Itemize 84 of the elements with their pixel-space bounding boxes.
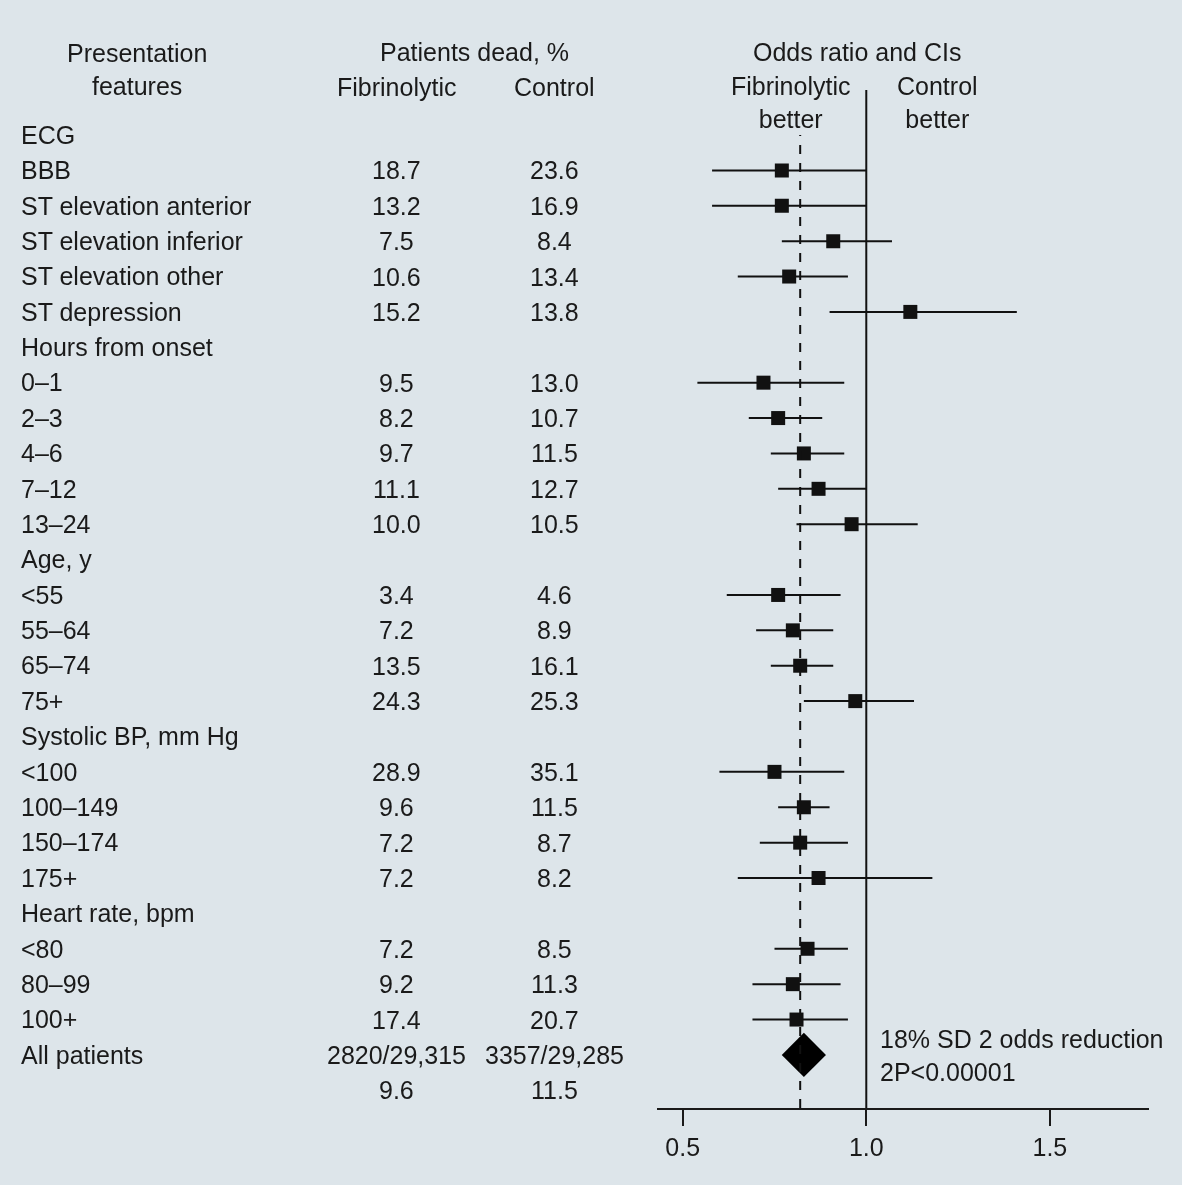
x-tick-label: 1.5	[1032, 1133, 1068, 1161]
category-label: All patients	[21, 1040, 144, 1069]
data-label: 7.2	[379, 616, 414, 644]
data-label: 13.2	[372, 192, 421, 220]
category-label: 100–149	[21, 793, 119, 822]
category-label: 80–99	[21, 969, 91, 998]
category-label: ECG	[21, 120, 76, 149]
data-label: 11.3	[531, 970, 578, 998]
data-label: 9.6	[379, 793, 414, 821]
data-label: 16.1	[530, 652, 579, 680]
data-label: 2820/29,315	[327, 1041, 467, 1069]
category-label: 175+	[21, 863, 78, 892]
category-label: <80	[21, 934, 64, 963]
category-label: 75+	[21, 686, 64, 715]
category-label: Age, y	[21, 545, 93, 574]
data-label: 8.9	[537, 616, 572, 644]
category-label: 7–12	[21, 474, 77, 503]
data-label: 11.5	[531, 793, 578, 821]
data-label: 3357/29,285	[485, 1041, 625, 1069]
text: Presentation features	[67, 39, 208, 100]
category-label: ST elevation anterior	[21, 191, 252, 220]
data-label: 24.3	[372, 687, 421, 715]
data-label: 7.2	[379, 935, 414, 963]
data-label: 10.6	[372, 263, 421, 291]
text: Patients dead, %	[380, 38, 570, 66]
data-label: 9.5	[379, 369, 414, 397]
data-label: 28.9	[372, 758, 421, 786]
category-label: ST elevation other	[21, 262, 224, 291]
data-label: 9.2	[379, 970, 414, 998]
x-axis-title: Odds ratio and CIs	[753, 38, 962, 66]
data-label: 3.4	[379, 581, 414, 609]
data-label: 23.6	[530, 156, 579, 184]
x-tick-label: 0.5	[665, 1133, 701, 1161]
annotation: 18% SD 2 odds reduction 2P<0.00001	[880, 1025, 1164, 1086]
data-label: 8.2	[537, 864, 572, 892]
legend-label: Control	[514, 73, 595, 101]
data-label: 11.5	[531, 1076, 578, 1104]
category-label: Systolic BP, mm Hg	[21, 722, 239, 751]
data-label: 17.4	[372, 1006, 421, 1034]
data-label: 8.7	[537, 829, 572, 857]
data-label: 8.4	[537, 227, 572, 255]
data-label: 13.8	[530, 298, 579, 326]
data-label: 4.6	[537, 581, 572, 609]
data-label: 7.5	[379, 227, 414, 255]
annotation: Control better	[897, 72, 978, 133]
category-label: BBB	[21, 156, 72, 185]
category-label: 100+	[21, 1005, 78, 1034]
data-label: 7.2	[379, 829, 414, 857]
category-label: 13–24	[21, 509, 91, 538]
category-label: 2–3	[21, 403, 63, 432]
data-label: 10.0	[372, 510, 421, 538]
category-label: Hours from onset	[21, 333, 213, 362]
category-label: <55	[21, 580, 64, 609]
data-label: 20.7	[530, 1006, 579, 1034]
data-label: 9.7	[379, 439, 414, 467]
category-label: Heart rate, bpm	[21, 899, 195, 928]
data-label: 11.1	[373, 475, 420, 503]
data-label: 35.1	[530, 758, 579, 786]
data-label: 10.7	[530, 404, 579, 432]
data-label: 8.2	[379, 404, 414, 432]
category-label: ST elevation inferior	[21, 226, 243, 255]
data-label: 18.7	[372, 156, 421, 184]
category-label: 55–64	[21, 616, 91, 645]
data-label: 11.5	[531, 439, 578, 467]
data-label: 7.2	[379, 864, 414, 892]
category-label: 0–1	[21, 368, 63, 397]
category-label: 4–6	[21, 439, 63, 468]
data-label: 15.2	[372, 298, 421, 326]
data-label: 13.4	[530, 263, 579, 291]
data-label: 9.6	[379, 1076, 414, 1104]
data-label: 8.5	[537, 935, 572, 963]
annotation: Fibrinolytic better	[731, 72, 851, 133]
data-label: 12.7	[530, 475, 579, 503]
category-label: 65–74	[21, 651, 91, 680]
category-label: 150–174	[21, 828, 119, 857]
data-label: 13.0	[530, 369, 579, 397]
data-label: 16.9	[530, 192, 579, 220]
category-label: ST depression	[21, 297, 182, 326]
legend-label: Fibrinolytic	[337, 73, 457, 101]
data-label: 10.5	[530, 510, 579, 538]
data-label: 25.3	[530, 687, 579, 715]
x-tick-label: 1.0	[848, 1133, 884, 1161]
category-label: <100	[21, 757, 78, 786]
data-label: 13.5	[372, 652, 421, 680]
